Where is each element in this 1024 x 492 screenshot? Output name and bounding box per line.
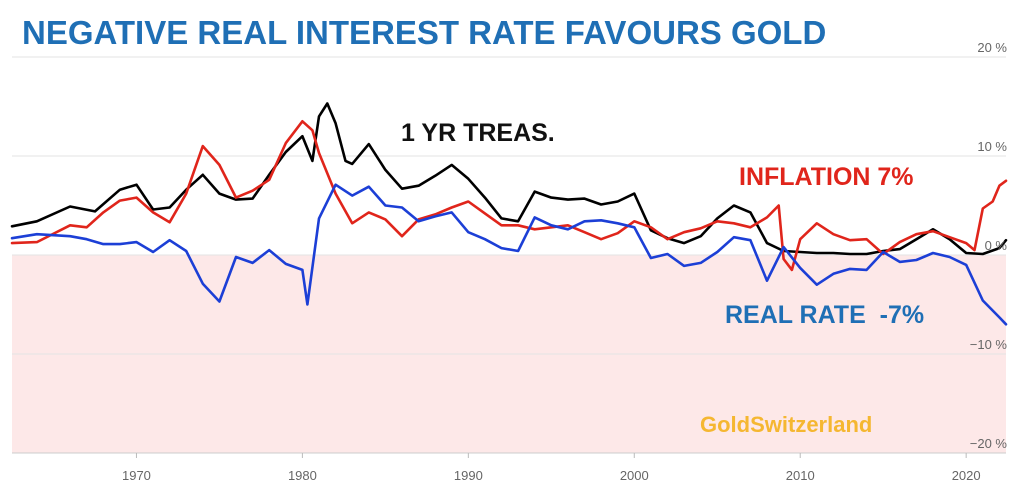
x-tick-label: 1970 xyxy=(122,468,151,483)
treasury-series-label: 1 YR TREAS. xyxy=(401,119,555,147)
y-axis-ticks: 20 % 10 % 0 % −10 % −20 % xyxy=(970,40,1008,451)
real-rate-series-label: REAL RATE -7% xyxy=(725,301,924,329)
x-tick-label: 1990 xyxy=(454,468,483,483)
real-series-line xyxy=(10,183,1008,326)
inflation-series-line xyxy=(10,120,1008,272)
y-tick-label: 0 % xyxy=(985,238,1008,253)
x-tick-label: 2000 xyxy=(620,468,649,483)
y-tick-label: −10 % xyxy=(970,337,1008,352)
y-tick-label: 10 % xyxy=(977,139,1007,154)
x-tick-label: 1980 xyxy=(288,468,317,483)
chart-title: NEGATIVE REAL INTEREST RATE FAVOURS GOLD xyxy=(22,14,826,51)
gridlines xyxy=(12,56,1006,454)
x-tick-label: 2010 xyxy=(786,468,815,483)
treasury-series-line xyxy=(10,102,1008,256)
series-lines xyxy=(10,102,1008,326)
goldswitzerland-watermark: GoldSwitzerland xyxy=(700,412,872,437)
inflation-series-label: INFLATION 7% xyxy=(739,163,914,191)
y-tick-label: 20 % xyxy=(977,40,1007,55)
x-axis-ticks: 1970 1980 1990 2000 2010 2020 xyxy=(122,453,981,483)
x-tick-label: 2020 xyxy=(952,468,981,483)
y-tick-label: −20 % xyxy=(970,436,1008,451)
